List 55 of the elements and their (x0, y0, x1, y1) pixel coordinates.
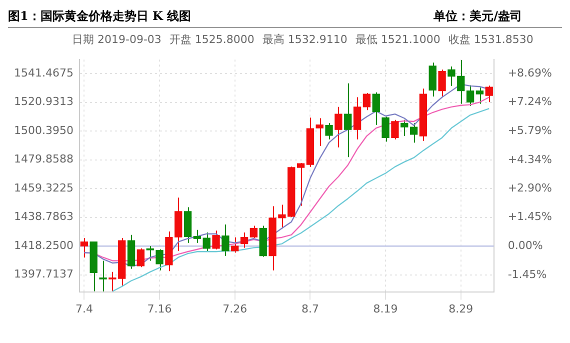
y2-tick-label: +7.24% (508, 95, 552, 108)
y-tick-label: 1520.9313 (14, 95, 74, 108)
x-tick-label: 8.29 (448, 302, 474, 316)
y-tick-label: 1397.7137 (14, 268, 74, 281)
candlestick (250, 225, 258, 239)
y-tick-label: 1459.3225 (14, 181, 74, 194)
candlestick (99, 260, 107, 292)
candlestick (485, 85, 493, 103)
x-tick-label: 7.26 (222, 302, 248, 316)
candlestick (476, 87, 484, 104)
candlestick (391, 119, 399, 140)
y2-tick-label: -1.45% (508, 268, 547, 281)
candlestick (353, 96, 362, 140)
candlestick (325, 122, 333, 140)
y2-tick-label: +1.45% (508, 210, 552, 224)
candlestick (334, 106, 342, 148)
candlestick (231, 236, 239, 254)
x-tick-label: 8.7 (301, 302, 319, 316)
candlestick (212, 230, 220, 250)
candlestick (316, 118, 324, 146)
candlestick (400, 119, 408, 137)
y-tick-label: 1541.4675 (14, 66, 74, 80)
text: 最低 1521.1000 (355, 32, 440, 47)
y-tick-label: 1500.3950 (14, 124, 74, 137)
text: 开盘 1525.8000 (169, 32, 254, 47)
y-tick-label: 1418.2500 (14, 238, 74, 252)
candlestick (240, 232, 248, 248)
y-tick-label: 1438.7863 (14, 210, 74, 224)
y2-tick-label: +5.79% (508, 124, 552, 137)
y2-tick-label: +4.34% (508, 152, 552, 166)
candlestick (80, 238, 88, 258)
text: 收盘 1531.8530 (448, 32, 534, 47)
chart-subtitle: 单位：美元/盎司 (434, 8, 522, 25)
candlestick (438, 69, 446, 98)
candlestick (382, 116, 390, 142)
x-tick-label: 8.19 (373, 302, 398, 316)
y2-tick-label: +2.90% (508, 181, 552, 194)
candlestick (202, 232, 210, 252)
candlestick (362, 92, 371, 111)
candlestick (344, 82, 352, 158)
candlestick (296, 162, 305, 206)
candlestick (466, 84, 474, 106)
chart-title: 图1：国际黄金价格走势日 K 线图 (8, 8, 192, 25)
candlestick (410, 122, 418, 144)
text: 最高 1532.9110 (262, 32, 348, 47)
x-tick-label: 7.4 (75, 302, 93, 316)
candlestick (372, 92, 380, 126)
text: 日期 2019-09-03 (72, 32, 162, 47)
y2-tick-label: 0.00% (508, 238, 543, 252)
y2-tick-label: +8.69% (508, 66, 552, 80)
y-tick-label: 1479.8588 (14, 152, 74, 166)
x-tick-label: 7.16 (147, 302, 172, 316)
candlestick (193, 229, 202, 244)
candlestick (222, 224, 230, 256)
candlestick (136, 248, 145, 268)
